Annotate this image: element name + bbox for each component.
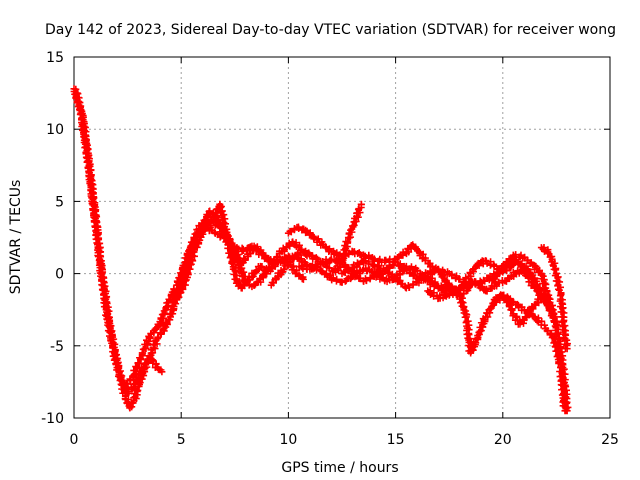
- y-tick-label: 0: [55, 267, 64, 283]
- y-tick-label: 15: [46, 50, 64, 66]
- series-pass-13: [537, 244, 571, 353]
- interpolated-points: [216, 230, 227, 241]
- interpolated-points: [534, 295, 545, 307]
- interpolated-points: [551, 272, 565, 298]
- series-pass-12: [490, 291, 545, 328]
- x-tick-label: 5: [177, 432, 186, 448]
- y-axis-label: SDTVAR / TECUs: [8, 180, 24, 295]
- data-point: [563, 345, 571, 353]
- interpolated-points: [517, 316, 527, 327]
- interpolated-points: [558, 365, 572, 413]
- data-point: [272, 259, 280, 267]
- y-tick-label: -10: [41, 411, 64, 427]
- x-tick-label: 15: [387, 432, 405, 448]
- interpolated-points: [215, 203, 229, 227]
- interpolated-points: [531, 262, 544, 276]
- interpolated-points: [242, 278, 253, 289]
- interpolated-points: [446, 285, 463, 298]
- data-point: [552, 320, 560, 328]
- interpolated-points: [495, 263, 508, 277]
- interpolated-points: [84, 164, 101, 221]
- x-tick-label: 0: [70, 432, 79, 448]
- series-pass-7: [284, 223, 464, 283]
- interpolated-points: [125, 399, 137, 411]
- interpolated-points: [268, 274, 280, 287]
- interpolated-points: [206, 207, 217, 218]
- interpolated-points: [286, 225, 299, 236]
- data-point: [456, 275, 464, 283]
- x-tick-label: 20: [494, 432, 512, 448]
- interpolated-points: [502, 274, 514, 285]
- series-pass-5: [177, 219, 280, 285]
- interpolated-points: [528, 300, 540, 313]
- interpolated-points: [545, 306, 561, 326]
- interpolated-points: [138, 332, 154, 357]
- y-tick-label: -5: [50, 339, 64, 355]
- data-point: [563, 407, 571, 415]
- interpolated-points: [556, 292, 568, 321]
- interpolated-points: [256, 271, 267, 286]
- x-tick-label: 10: [279, 432, 297, 448]
- axis-ticks: 0 5 10 15 20 25 -10 -5 0 5 10 15: [41, 50, 619, 448]
- interpolated-points: [173, 277, 189, 301]
- interpolated-points: [98, 270, 113, 320]
- interpolated-points: [554, 335, 567, 369]
- interpolated-points: [474, 315, 489, 342]
- interpolated-points: [345, 218, 358, 241]
- interpolated-points: [246, 243, 258, 254]
- data-point: [158, 368, 166, 376]
- chart-title: Day 142 of 2023, Sidereal Day-to-day VTE…: [45, 22, 616, 38]
- interpolated-points: [90, 217, 107, 277]
- interpolated-points: [78, 115, 94, 168]
- interpolated-points: [177, 258, 193, 282]
- interpolated-points: [190, 220, 207, 242]
- data-point: [299, 275, 307, 283]
- interpolated-points: [521, 253, 535, 268]
- interpolated-points: [166, 294, 181, 319]
- interpolated-points: [156, 299, 172, 327]
- data-point: [357, 200, 365, 208]
- plot-area-frame: [73, 56, 611, 419]
- interpolated-points: [208, 226, 219, 237]
- interpolated-points: [254, 247, 265, 258]
- interpolated-points: [294, 223, 308, 234]
- interpolated-points: [409, 242, 422, 255]
- interpolated-points: [147, 336, 161, 357]
- y-tick-label: 5: [55, 194, 64, 210]
- y-tick-label: 10: [46, 122, 64, 138]
- interpolated-points: [234, 262, 249, 285]
- interpolated-points: [489, 271, 501, 283]
- interpolated-points: [124, 385, 136, 397]
- interpolated-points: [515, 258, 526, 269]
- x-tick-label: 25: [601, 432, 619, 448]
- x-axis-label: GPS time / hours: [281, 460, 398, 476]
- data-point: [537, 294, 545, 302]
- interpolated-points: [483, 299, 497, 321]
- interpolated-points: [104, 313, 119, 357]
- interpolated-points: [165, 281, 181, 304]
- interpolated-points: [558, 313, 570, 342]
- interpolated-points: [274, 266, 287, 280]
- interpolated-points: [302, 247, 313, 258]
- data-points: [70, 85, 572, 415]
- interpolated-points: [228, 259, 241, 283]
- interpolated-points: [154, 365, 165, 374]
- series-pass-11: [488, 255, 561, 328]
